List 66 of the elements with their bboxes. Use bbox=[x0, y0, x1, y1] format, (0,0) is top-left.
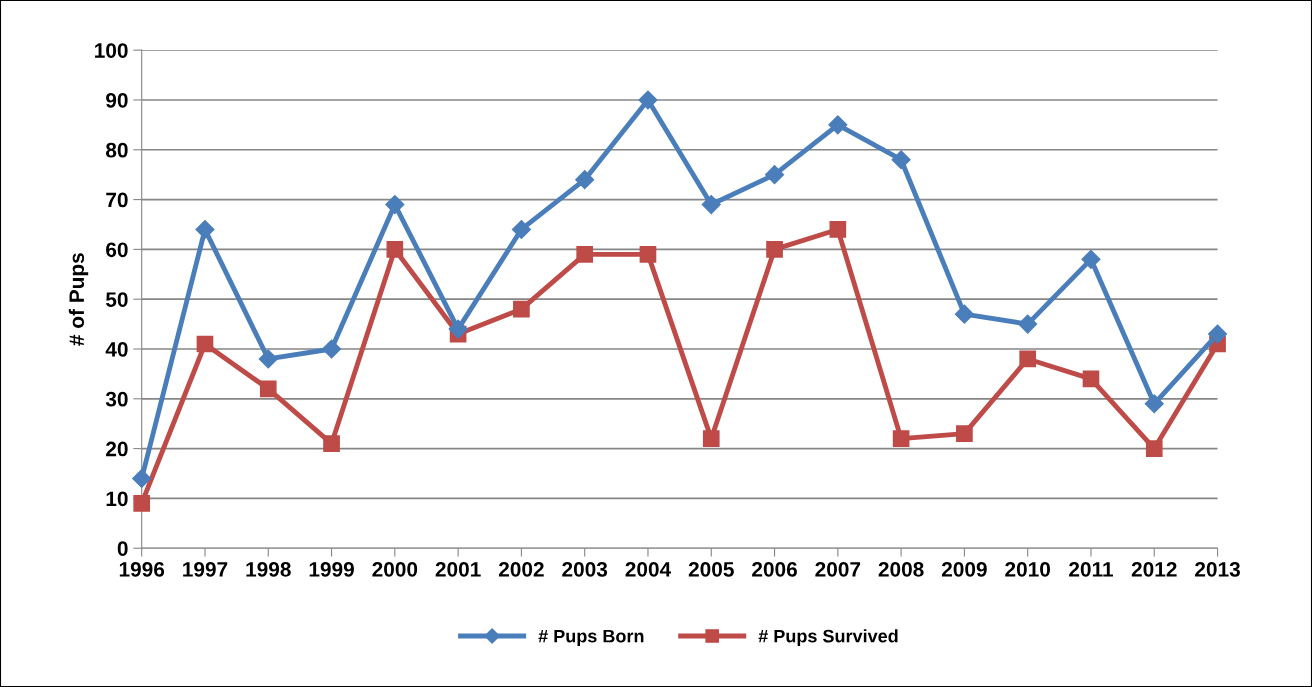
point bbox=[702, 430, 720, 447]
y-tick-label: 80 bbox=[105, 142, 128, 158]
x-tick-label: 1997 bbox=[183, 561, 228, 577]
y-tick-label: 50 bbox=[105, 292, 128, 307]
point bbox=[259, 380, 277, 398]
x-tick-label: 1996 bbox=[119, 561, 165, 577]
x-tick-label: 2000 bbox=[372, 561, 418, 577]
x-tick-label: 1999 bbox=[309, 561, 354, 577]
point bbox=[891, 150, 911, 170]
y-tick-label: 100 bbox=[95, 43, 128, 58]
y-axis-title: # of Pups bbox=[68, 253, 89, 346]
x-tick-label: 2005 bbox=[688, 561, 734, 577]
point bbox=[511, 219, 531, 239]
point bbox=[829, 221, 847, 238]
x-tick-label: 2004 bbox=[625, 561, 672, 577]
point bbox=[322, 339, 342, 359]
point bbox=[638, 90, 658, 110]
x-tick-label: 2012 bbox=[1131, 561, 1177, 577]
point bbox=[766, 241, 783, 258]
point bbox=[828, 115, 848, 135]
x-tick-label: 2011 bbox=[1069, 561, 1113, 577]
x-tick-label: 2002 bbox=[498, 561, 544, 577]
x-tick-label: 2013 bbox=[1195, 561, 1240, 577]
x-tick-label: 2007 bbox=[815, 561, 861, 577]
y-tick-label: 30 bbox=[105, 391, 128, 407]
x-tick-label: 2010 bbox=[1005, 561, 1050, 577]
point bbox=[639, 246, 657, 263]
point bbox=[132, 468, 152, 489]
point bbox=[195, 219, 215, 239]
y-tick-label: 40 bbox=[105, 342, 128, 357]
point bbox=[1081, 249, 1101, 269]
point bbox=[196, 335, 214, 353]
y-tick-label: 10 bbox=[106, 491, 128, 507]
point bbox=[892, 430, 910, 447]
x-tick-label: 1998 bbox=[246, 561, 291, 577]
point bbox=[385, 195, 405, 215]
point bbox=[576, 246, 594, 263]
y-tick-label: 20 bbox=[106, 441, 128, 457]
y-tick-label: 0 bbox=[117, 541, 128, 556]
x-tick-label: 2008 bbox=[878, 561, 924, 577]
y-tick-label: 90 bbox=[106, 92, 128, 108]
x-tick-label: 2001 bbox=[435, 561, 481, 577]
point bbox=[765, 165, 785, 185]
x-tick-label: 2006 bbox=[752, 561, 797, 577]
point bbox=[1082, 370, 1100, 388]
point bbox=[386, 241, 404, 258]
point bbox=[1208, 324, 1228, 344]
point bbox=[1019, 350, 1037, 368]
point bbox=[1144, 394, 1164, 414]
point bbox=[575, 170, 595, 190]
legend-label: # Pups Survived bbox=[758, 629, 898, 647]
point bbox=[956, 425, 973, 443]
y-tick-label: 60 bbox=[106, 242, 128, 258]
point bbox=[258, 349, 278, 369]
x-tick-label: 2009 bbox=[941, 561, 987, 577]
point bbox=[448, 319, 468, 339]
point bbox=[323, 435, 340, 452]
point bbox=[954, 304, 974, 324]
legend-label: # Pups Born bbox=[538, 629, 644, 647]
point bbox=[1018, 314, 1038, 334]
point bbox=[1145, 440, 1163, 457]
y-tick-label: 70 bbox=[106, 192, 128, 208]
point bbox=[513, 300, 530, 318]
point bbox=[133, 495, 151, 512]
x-tick-label: 2003 bbox=[562, 561, 608, 577]
point bbox=[701, 195, 721, 215]
